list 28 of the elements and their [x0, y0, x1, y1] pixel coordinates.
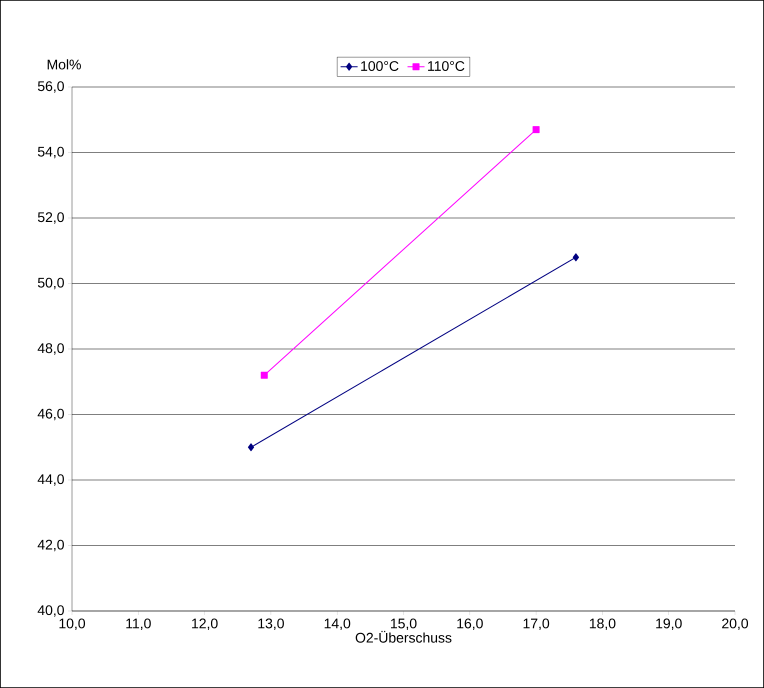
- y-axis-title: Mol%: [48, 59, 81, 70]
- x-tick-label: 16,0: [457, 618, 483, 630]
- x-tick-label: 19,0: [656, 618, 682, 630]
- point: [260, 372, 268, 379]
- legend-label: 100°C: [361, 61, 398, 71]
- x-tick-label: 10,0: [59, 618, 86, 630]
- point: [248, 443, 254, 452]
- x-tick-label: 12,0: [192, 618, 218, 630]
- x-axis-title: O2-Überschuss: [356, 630, 452, 643]
- x-tick-label: 18,0: [590, 618, 616, 630]
- y-tick-label: 40,0: [38, 605, 64, 617]
- point: [532, 126, 540, 134]
- y-tick-label: 48,0: [38, 343, 64, 355]
- y-tick-label: 44,0: [38, 474, 64, 486]
- x-tick-label: 15,0: [390, 618, 417, 630]
- x-tick-label: 11,0: [126, 618, 151, 630]
- y-tick-label: 56,0: [38, 81, 64, 93]
- y-tick-label: 42,0: [38, 540, 64, 552]
- x-tick-label: 20,0: [722, 618, 748, 630]
- legend-label: 110°C: [428, 61, 464, 71]
- y-tick-label: 52,0: [38, 212, 64, 224]
- y-tick-label: 46,0: [38, 408, 64, 420]
- x-tick-label: 14,0: [324, 618, 350, 630]
- y-tick-label: 50,0: [38, 278, 64, 290]
- x-tick-label: 17,0: [524, 618, 550, 630]
- y-tick-label: 54,0: [38, 146, 64, 158]
- x-tick-label: 13,0: [258, 618, 284, 630]
- point: [572, 253, 580, 262]
